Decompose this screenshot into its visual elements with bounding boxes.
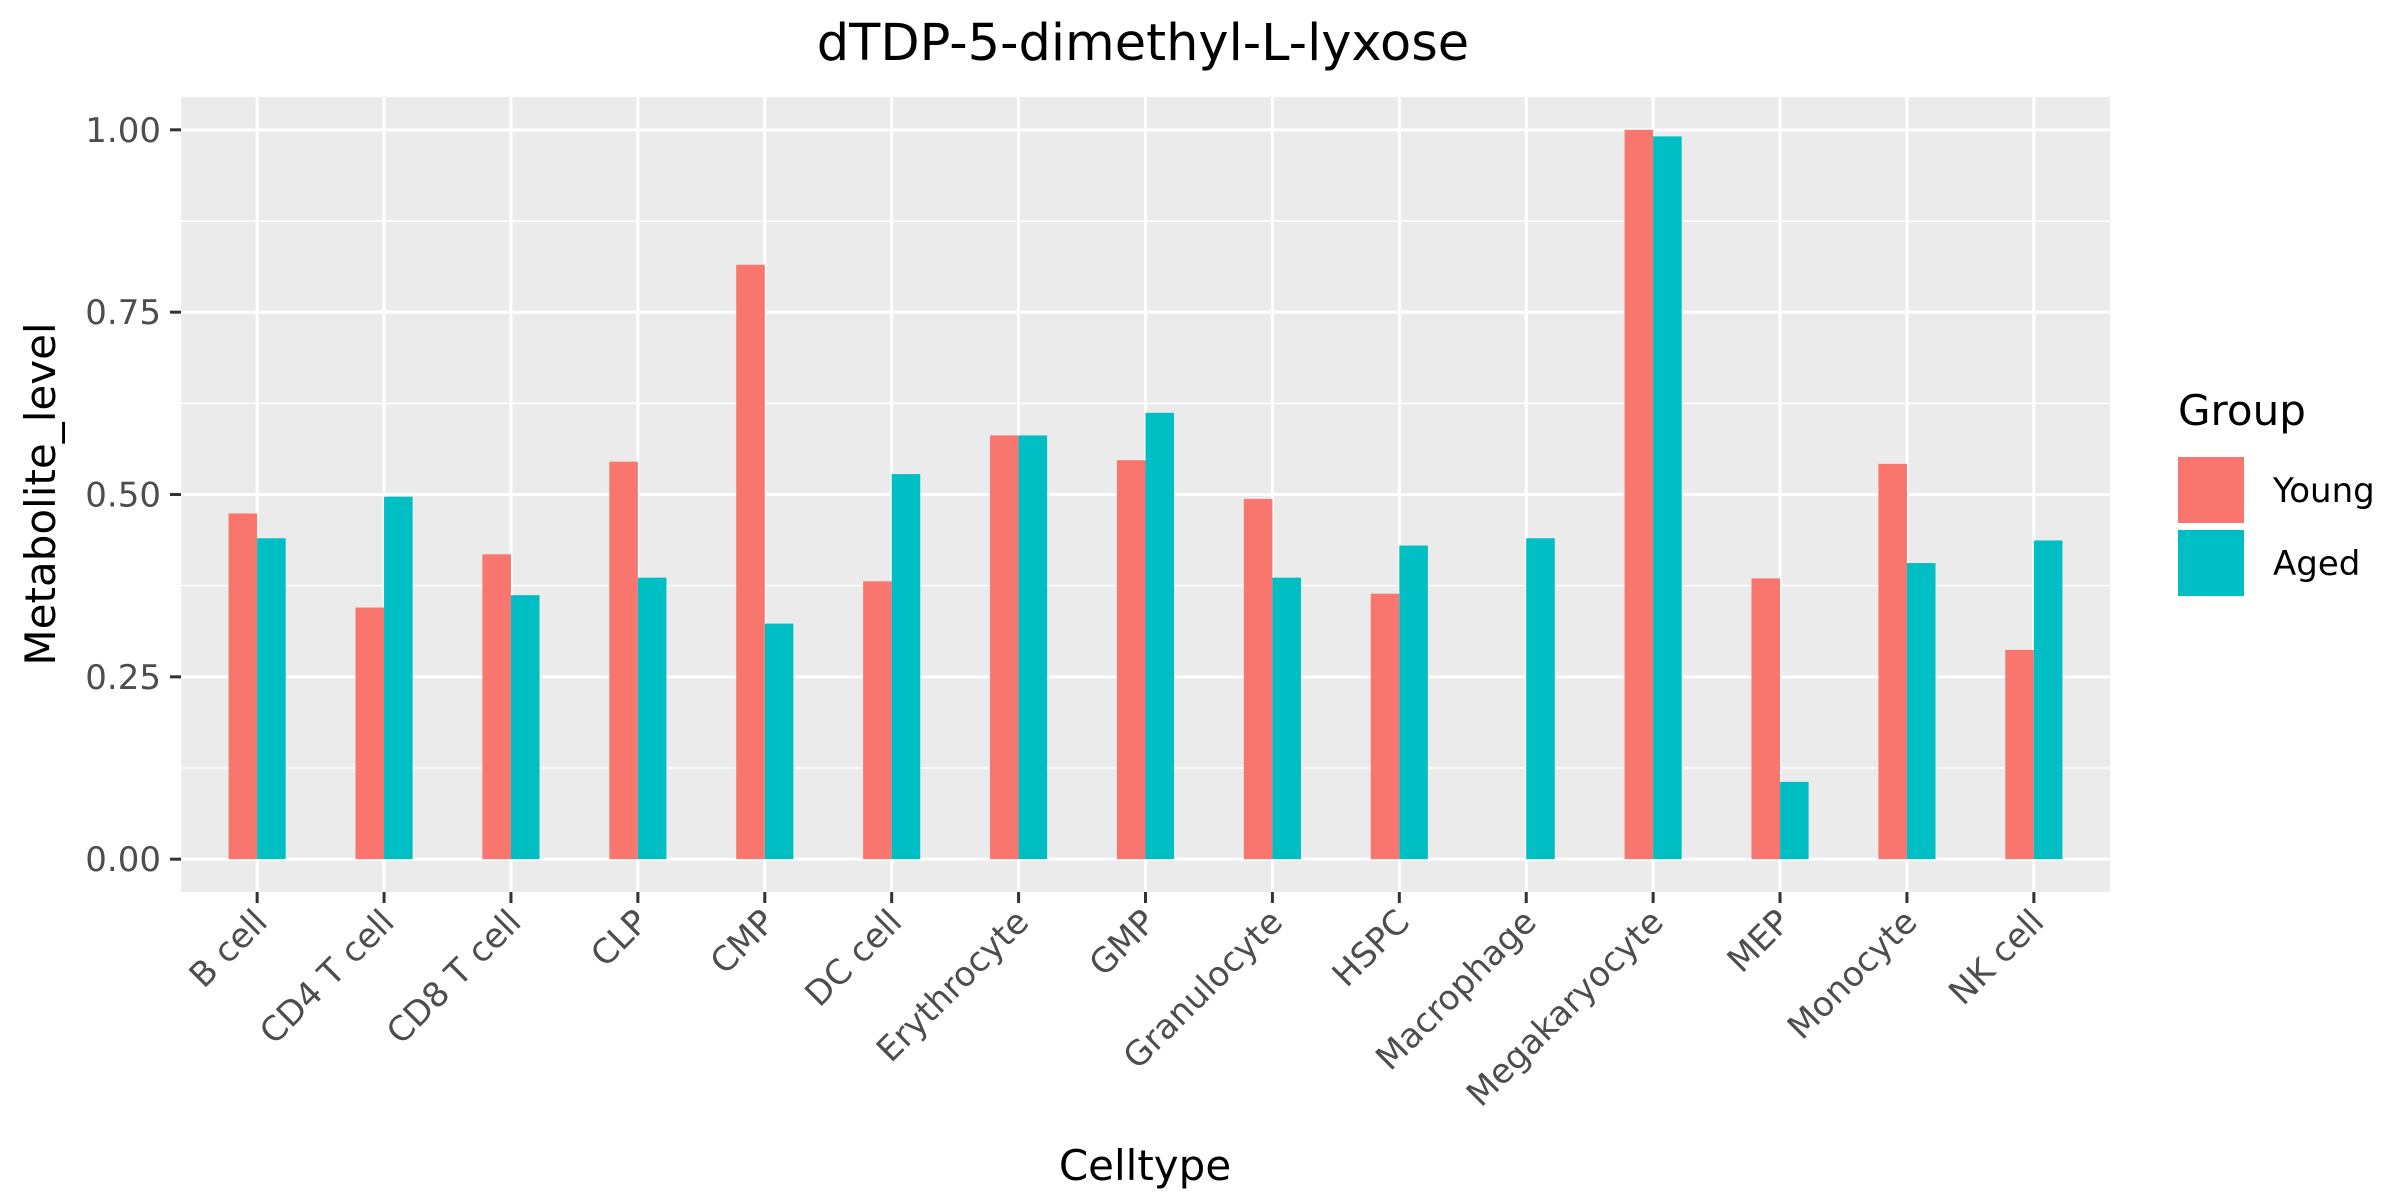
bar-young-nk-cell — [2005, 649, 2034, 860]
bar-young-granulocyte — [1243, 498, 1273, 860]
bar-young-monocyte — [1878, 463, 1907, 860]
bar-aged-cd8-t-cell — [510, 595, 540, 860]
bar-aged-gmp — [1145, 412, 1175, 860]
legend-title: Group — [2178, 386, 2306, 435]
bar-young-cd8-t-cell — [482, 554, 511, 860]
y-tick-label: 0.00 — [85, 840, 161, 880]
bar-aged-b-cell — [257, 538, 286, 860]
chart-title: dTDP-5-dimethyl-L-lyxose — [817, 14, 1469, 73]
bar-young-erythrocyte — [990, 435, 1019, 860]
bar-aged-macrophage — [1526, 538, 1555, 860]
legend-swatch-young — [2178, 457, 2244, 523]
legend-swatch-aged — [2178, 530, 2244, 596]
bar-aged-mep — [1780, 781, 1809, 860]
bar-young-gmp — [1116, 460, 1146, 860]
x-tick-label: MEP — [1720, 902, 1799, 981]
bar-aged-cd4-t-cell — [384, 496, 413, 860]
bar-aged-nk-cell — [2033, 540, 2063, 860]
x-tick-label: CMP — [703, 902, 783, 982]
x-tick-label: DC cell — [797, 902, 910, 1015]
y-tick-label: 0.25 — [85, 658, 161, 698]
x-tick-label: Monocyte — [1780, 902, 1925, 1047]
bar-young-cd4-t-cell — [355, 607, 385, 860]
bar-young-cmp — [736, 264, 765, 860]
y-axis: 0.00 0.25 0.50 0.75 1.00 — [85, 111, 181, 880]
y-tick-label: 0.50 — [85, 476, 161, 516]
x-tick-label: GMP — [1082, 902, 1164, 984]
y-tick-label: 0.75 — [85, 293, 161, 333]
bar-young-clp — [609, 461, 638, 860]
bar-young-b-cell — [228, 513, 258, 860]
bar-aged-cmp — [764, 623, 794, 860]
x-axis-title: Celltype — [1059, 1141, 1231, 1190]
bar-aged-clp — [637, 577, 667, 860]
bars — [228, 129, 2063, 860]
x-tick-label: HSPC — [1325, 902, 1418, 995]
bar-aged-dc-cell — [891, 474, 921, 860]
bar-young-megakaryocyte — [1624, 129, 1654, 860]
bar-aged-granulocyte — [1272, 577, 1301, 860]
bar-aged-erythrocyte — [1018, 435, 1048, 860]
y-tick-label: 1.00 — [85, 111, 161, 151]
bar-young-mep — [1751, 578, 1781, 860]
bar-young-hspc — [1370, 593, 1400, 860]
bar-aged-hspc — [1399, 545, 1428, 860]
bar-young-dc-cell — [863, 581, 892, 860]
legend-label-young: Young — [2272, 471, 2375, 511]
x-tick-label: B cell — [182, 902, 276, 996]
x-tick-label: CLP — [583, 902, 656, 975]
bar-aged-megakaryocyte — [1653, 136, 1682, 860]
x-tick-label: NK cell — [1941, 902, 2052, 1013]
y-axis-title: Metabolite_level — [16, 322, 65, 665]
x-tick-label: CD4 T cell — [252, 902, 402, 1052]
legend: Group Young Aged — [2178, 386, 2375, 596]
bar-aged-monocyte — [1906, 563, 1936, 860]
legend-label-aged: Aged — [2273, 544, 2360, 584]
x-tick-label: CD8 T cell — [379, 902, 529, 1052]
